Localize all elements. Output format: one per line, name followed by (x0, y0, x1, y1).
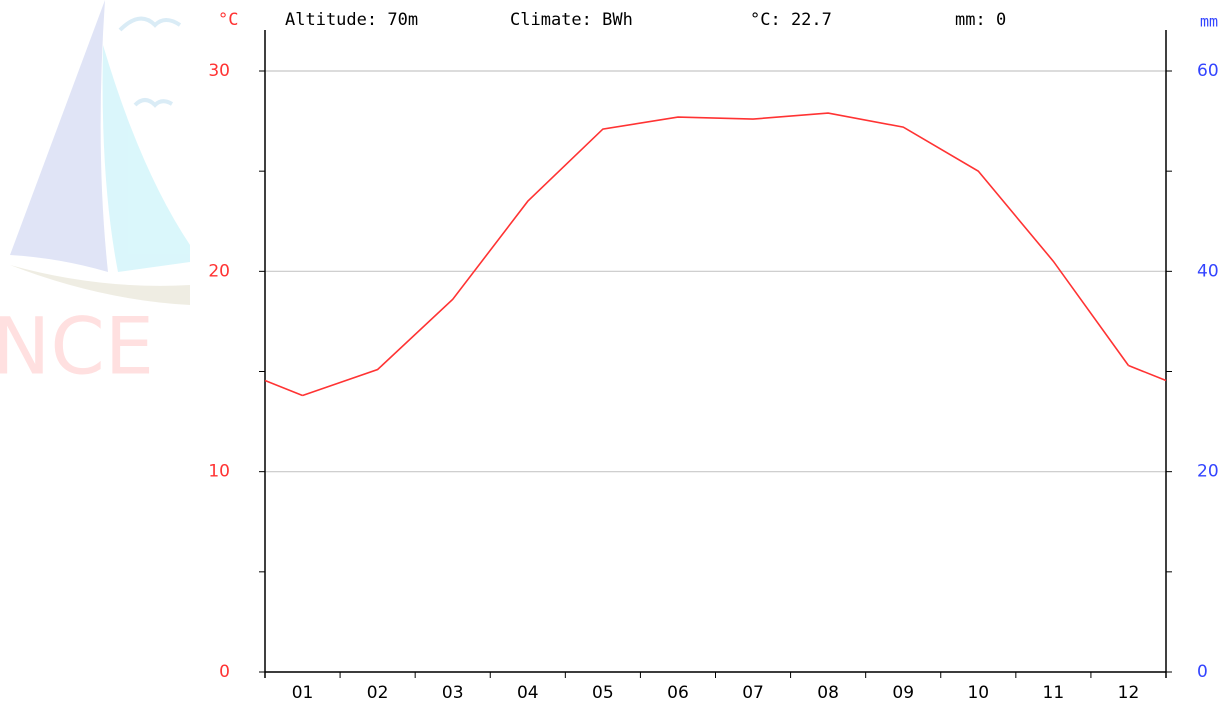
header-item: Climate: BWh (510, 10, 633, 30)
x-tick-label: 07 (742, 683, 764, 703)
x-tick-label: 02 (367, 683, 389, 703)
header-item: mm: 0 (955, 10, 1006, 30)
y-tick-label: 0 (219, 662, 230, 682)
line-wrap-right (1128, 364, 1167, 382)
y2-tick-label: 0 (1197, 662, 1208, 682)
x-tick-label: 10 (967, 683, 989, 703)
y-axis-unit: °C (218, 10, 238, 30)
sail-left (10, 0, 108, 272)
plot-background (191, 0, 1227, 720)
x-tick-label: 12 (1118, 683, 1140, 703)
y-tick-label: 20 (208, 261, 230, 281)
x-tick-label: 11 (1043, 683, 1065, 703)
header-item: Altitude: 70m (285, 10, 418, 30)
x-tick-label: 09 (892, 683, 914, 703)
x-tick-label: 03 (442, 683, 464, 703)
y-tick-label: 30 (208, 61, 230, 81)
bird (133, 98, 174, 108)
y-tick-label: 10 (208, 462, 230, 482)
line-wrap-left (264, 379, 303, 397)
header-item: °C: 22.7 (750, 10, 832, 30)
bird (118, 16, 182, 32)
boat-hull (10, 265, 190, 305)
watermark-logo (10, 0, 190, 305)
y2-tick-label: 40 (1197, 261, 1219, 281)
watermark-text: NCE (0, 302, 154, 392)
y2-axis-unit: mm (1200, 13, 1218, 31)
sail-right (102, 45, 190, 272)
y2-tick-label: 20 (1197, 462, 1219, 482)
x-tick-label: 01 (292, 683, 314, 703)
temperature-line (302, 112, 1130, 397)
x-tick-label: 05 (592, 683, 614, 703)
y2-tick-label: 60 (1197, 61, 1219, 81)
x-tick-label: 08 (817, 683, 839, 703)
x-tick-label: 04 (517, 683, 539, 703)
x-tick-label: 06 (667, 683, 689, 703)
